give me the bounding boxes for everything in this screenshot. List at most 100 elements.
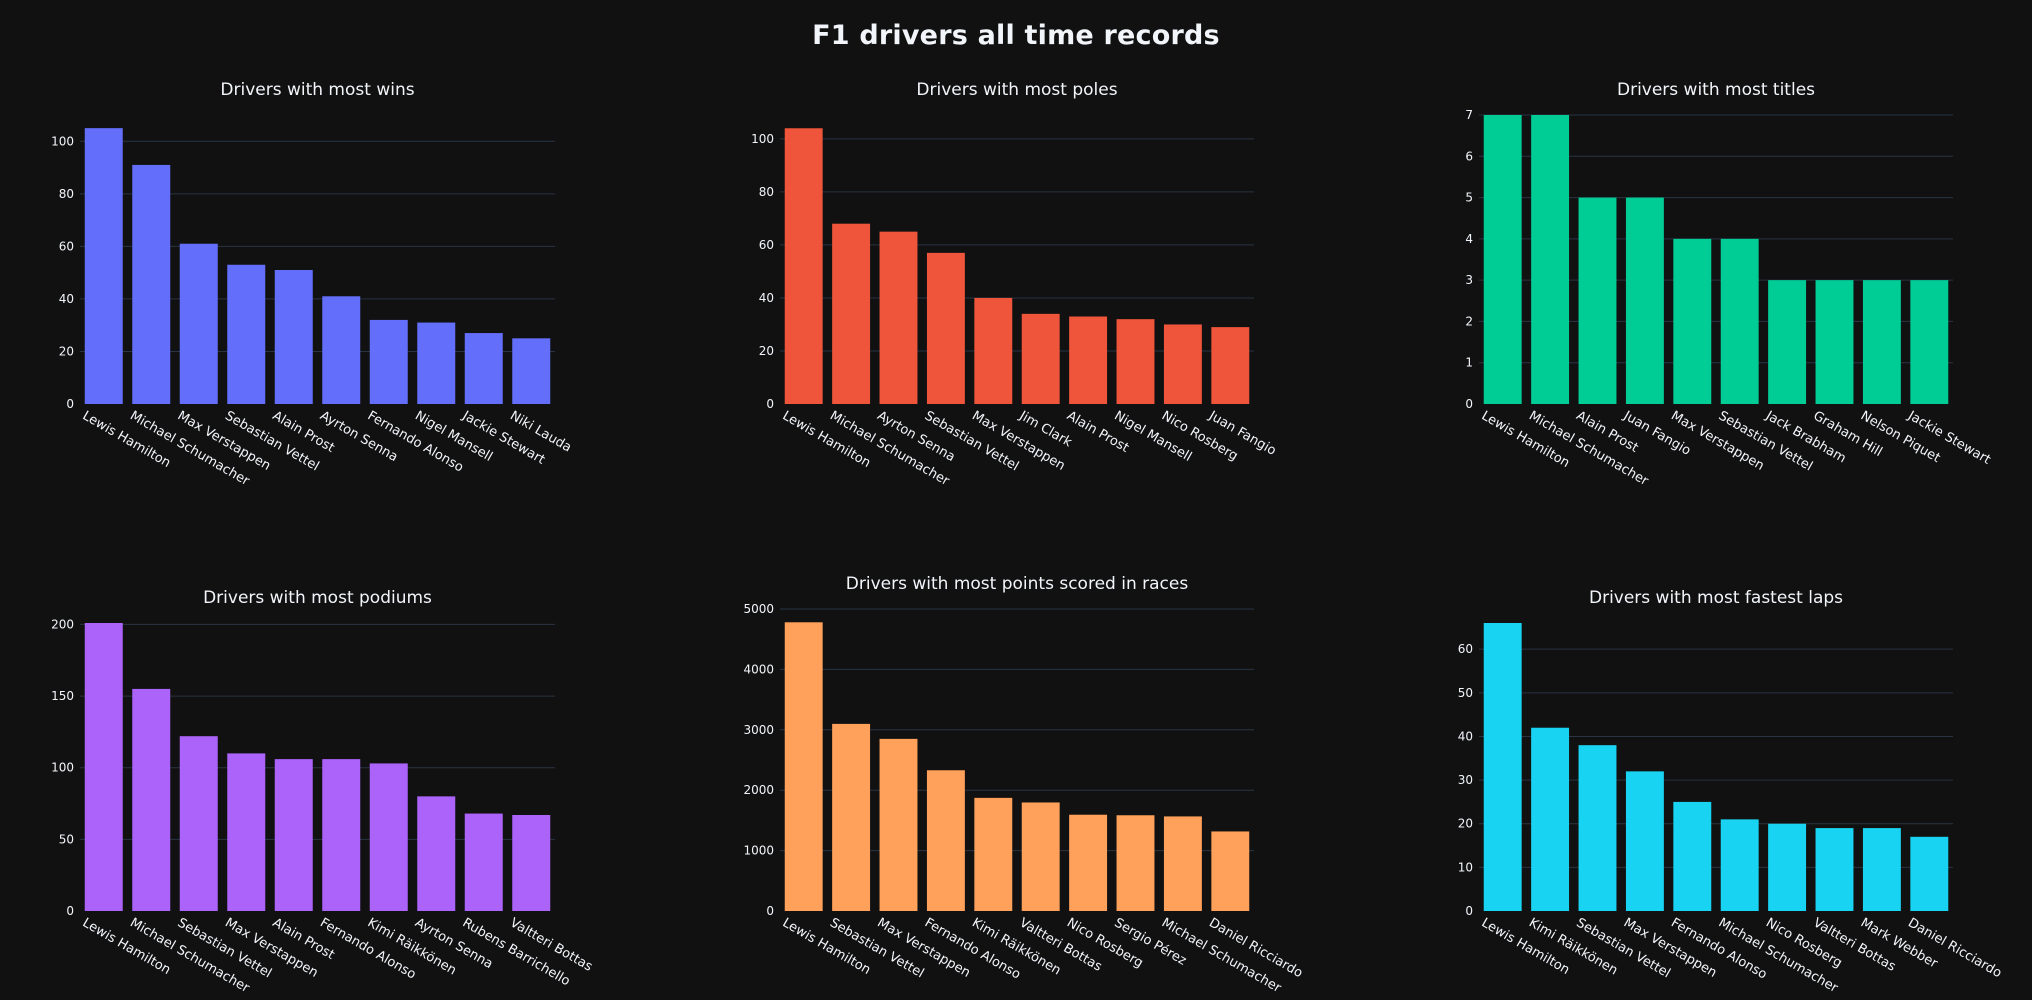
bar[interactable] bbox=[417, 796, 456, 911]
bar[interactable] bbox=[1578, 197, 1617, 404]
bar[interactable] bbox=[1625, 771, 1664, 911]
y-tick-label: 100 bbox=[751, 132, 774, 146]
bar[interactable] bbox=[1768, 823, 1807, 911]
bar[interactable] bbox=[512, 338, 551, 404]
y-tick-label: 30 bbox=[1458, 773, 1473, 787]
chart-panel-4: Drivers with most podiums050100150200Lew… bbox=[51, 588, 595, 996]
bar[interactable] bbox=[1910, 836, 1949, 911]
bar[interactable] bbox=[926, 252, 965, 404]
y-tick-label: 0 bbox=[1465, 904, 1473, 918]
bar[interactable] bbox=[1578, 745, 1617, 911]
bar[interactable] bbox=[1211, 327, 1250, 404]
subplot-title: Drivers with most titles bbox=[1617, 80, 1815, 100]
bar[interactable] bbox=[1720, 238, 1759, 404]
y-tick-label: 6 bbox=[1465, 149, 1473, 163]
y-tick-label: 20 bbox=[59, 344, 74, 358]
bar[interactable] bbox=[417, 322, 456, 404]
subplot-title: Drivers with most podiums bbox=[203, 588, 432, 608]
bar[interactable] bbox=[974, 297, 1013, 404]
y-tick-label: 80 bbox=[759, 185, 774, 199]
bar[interactable] bbox=[274, 270, 313, 404]
chart-panel-5: Drivers with most points scored in races… bbox=[743, 574, 1305, 996]
bar[interactable] bbox=[1021, 802, 1060, 911]
y-tick-label: 100 bbox=[51, 761, 74, 775]
bar[interactable] bbox=[1768, 280, 1807, 404]
bar[interactable] bbox=[1815, 828, 1854, 911]
bar[interactable] bbox=[132, 164, 171, 404]
subplot-title: Drivers with most wins bbox=[220, 80, 414, 100]
bar[interactable] bbox=[1910, 280, 1949, 404]
bar[interactable] bbox=[974, 797, 1013, 911]
main-title: F1 drivers all time records bbox=[812, 20, 1220, 51]
bar[interactable] bbox=[227, 264, 266, 404]
bar[interactable] bbox=[464, 813, 503, 911]
bar[interactable] bbox=[1116, 319, 1155, 404]
y-tick-label: 40 bbox=[1458, 729, 1473, 743]
bar[interactable] bbox=[227, 753, 266, 911]
bar[interactable] bbox=[784, 128, 823, 404]
y-tick-label: 5 bbox=[1465, 191, 1473, 205]
bar[interactable] bbox=[179, 736, 218, 911]
y-tick-label: 4000 bbox=[743, 662, 774, 676]
bar[interactable] bbox=[1069, 316, 1108, 404]
chart-panel-2: Drivers with most poles020406080100Lewis… bbox=[751, 80, 1278, 489]
bar[interactable] bbox=[464, 333, 503, 404]
y-tick-label: 5000 bbox=[743, 602, 774, 616]
y-tick-label: 60 bbox=[759, 238, 774, 252]
bar[interactable] bbox=[512, 815, 551, 911]
bar[interactable] bbox=[1021, 313, 1060, 404]
bar[interactable] bbox=[1211, 831, 1250, 911]
bar[interactable] bbox=[1483, 623, 1522, 911]
y-tick-label: 0 bbox=[766, 397, 774, 411]
y-tick-label: 20 bbox=[759, 344, 774, 358]
bar[interactable] bbox=[1625, 197, 1664, 404]
bar[interactable] bbox=[1720, 819, 1759, 911]
bar[interactable] bbox=[1862, 828, 1901, 911]
subplot-title: Drivers with most fastest laps bbox=[1589, 588, 1843, 608]
y-tick-label: 50 bbox=[1458, 686, 1473, 700]
bar[interactable] bbox=[1531, 727, 1570, 911]
bar[interactable] bbox=[1116, 815, 1155, 911]
bar[interactable] bbox=[132, 688, 171, 911]
y-tick-label: 2 bbox=[1465, 314, 1473, 328]
y-tick-label: 0 bbox=[766, 904, 774, 918]
bar[interactable] bbox=[84, 623, 123, 911]
bar[interactable] bbox=[926, 770, 965, 911]
chart-panel-6: Drivers with most fastest laps 0 10 20 30 40 5… bbox=[1458, 588, 2004, 996]
bar[interactable] bbox=[879, 231, 918, 404]
bar[interactable] bbox=[1815, 280, 1854, 404]
bar[interactable] bbox=[784, 622, 823, 911]
y-tick-label: 60 bbox=[1458, 642, 1473, 656]
bar[interactable] bbox=[1163, 816, 1202, 911]
bar[interactable] bbox=[1673, 801, 1712, 911]
bar[interactable] bbox=[1531, 115, 1570, 404]
bar[interactable] bbox=[1673, 238, 1712, 404]
subplot-title: Drivers with most points scored in races bbox=[846, 574, 1189, 594]
bar[interactable] bbox=[1163, 324, 1202, 404]
y-tick-label: 2000 bbox=[743, 783, 774, 797]
bar[interactable] bbox=[322, 759, 361, 911]
bar[interactable] bbox=[322, 296, 361, 404]
y-tick-label: 20 bbox=[1458, 817, 1473, 831]
bar[interactable] bbox=[369, 319, 408, 404]
bar[interactable] bbox=[369, 763, 408, 911]
bar[interactable] bbox=[1069, 814, 1108, 911]
bar[interactable] bbox=[1862, 280, 1901, 404]
y-tick-label: 0 bbox=[1465, 397, 1473, 411]
y-tick-label: 3 bbox=[1465, 273, 1473, 287]
y-tick-label: 80 bbox=[59, 187, 74, 201]
bar[interactable] bbox=[179, 243, 218, 404]
subplot-title: Drivers with most poles bbox=[916, 80, 1117, 100]
y-tick-label: 1 bbox=[1465, 356, 1473, 370]
bar[interactable] bbox=[1483, 115, 1522, 404]
y-tick-label: 40 bbox=[59, 292, 74, 306]
y-tick-label: 10 bbox=[1458, 860, 1473, 874]
bar[interactable] bbox=[274, 759, 313, 911]
x-tick-label: Nelson Piquet bbox=[1858, 408, 1943, 466]
bar[interactable] bbox=[832, 723, 871, 911]
bar[interactable] bbox=[879, 738, 918, 911]
bar[interactable] bbox=[832, 223, 871, 404]
bar[interactable] bbox=[84, 128, 123, 405]
